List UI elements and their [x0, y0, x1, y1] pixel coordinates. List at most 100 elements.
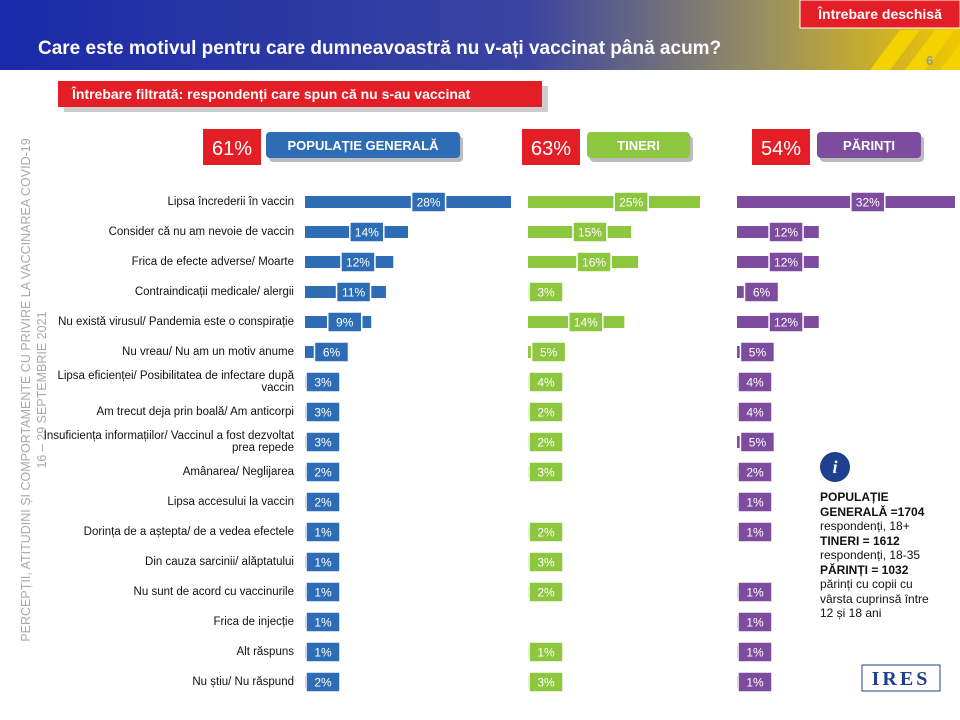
value-label-box	[737, 401, 773, 423]
value-label-box	[340, 251, 376, 273]
note-line: respondenți, 18+	[820, 519, 910, 533]
value-label: 3%	[537, 286, 555, 300]
value-label: 3%	[537, 556, 555, 570]
category-label: Nu vreau/ Nu am un motiv anume	[122, 346, 294, 358]
value-label-box	[737, 521, 773, 543]
sample-note: POPULAȚIE GENERALĂ =1704 respondenți, 18+ T…	[820, 490, 950, 621]
value-label-box	[305, 581, 341, 603]
value-label: 4%	[746, 376, 764, 390]
value-label: 25%	[619, 196, 643, 210]
category-label: Lipsa eficienței/ Posibilitatea de infec…	[57, 370, 294, 394]
note-line: respondenți, 18-35	[820, 548, 921, 562]
value-label-box	[305, 461, 341, 483]
value-label: 1%	[746, 496, 764, 510]
value-label: 28%	[417, 196, 441, 210]
value-label-box	[528, 371, 564, 393]
value-label: 32%	[856, 196, 880, 210]
value-label-box	[737, 641, 773, 663]
value-label-box	[326, 311, 363, 333]
value-label: 1%	[746, 646, 764, 660]
value-label-box	[305, 521, 341, 543]
value-label-box	[737, 611, 773, 633]
tag: Întrebare deschisă	[817, 5, 942, 22]
value-label-box	[743, 281, 780, 303]
value-label: 2%	[537, 436, 555, 450]
value-label: 2%	[537, 406, 555, 420]
value-label: 1%	[746, 526, 764, 540]
value-label: 2%	[314, 466, 332, 480]
value-label-box	[528, 461, 564, 483]
value-label: 2%	[314, 676, 332, 690]
note-line: TINERI = 1612	[820, 533, 900, 548]
series-pill	[266, 132, 460, 158]
value-label-box	[737, 371, 773, 393]
value-label-box	[305, 641, 341, 663]
bar	[305, 196, 511, 208]
value-label-box	[613, 191, 649, 213]
value-label-box	[528, 641, 564, 663]
value-label: 5%	[540, 346, 558, 360]
value-label-box	[572, 221, 608, 243]
deco	[940, 44, 960, 70]
value-label-box	[530, 341, 567, 363]
legend-label: TINERI	[617, 138, 660, 153]
badge-box	[752, 129, 810, 165]
value-label: 2%	[537, 586, 555, 600]
value-label-box	[737, 491, 773, 513]
value-label-box	[528, 431, 564, 453]
value-label-box	[739, 431, 776, 453]
value-label: 12%	[774, 226, 798, 240]
value-label-box	[305, 551, 341, 573]
value-label-box	[305, 671, 341, 693]
value-label-box	[568, 311, 604, 333]
value-label-box	[305, 371, 341, 393]
value-label-box	[737, 581, 773, 603]
value-label-box	[739, 341, 776, 363]
value-label-box	[313, 341, 350, 363]
value-label-box	[528, 401, 564, 423]
value-label-box	[335, 281, 372, 303]
value-label: 12%	[774, 256, 798, 270]
info-letter: i	[832, 457, 837, 477]
title: Care este motivul pentru care dumneavoas…	[38, 38, 721, 59]
value-label-box	[528, 671, 564, 693]
category-label: Consider că nu am nevoie de vaccin	[108, 226, 294, 238]
value-label: 6%	[323, 346, 341, 360]
category-label: Lipsa încrederii în vaccin	[167, 196, 294, 208]
value-label: 5%	[749, 346, 767, 360]
value-label-box	[349, 221, 385, 243]
value-label: 14%	[355, 226, 379, 240]
value-label: 2%	[537, 526, 555, 540]
value-label: 1%	[746, 676, 764, 690]
value-label: 2%	[746, 466, 764, 480]
category-label: Din cauza sarcinii/ alăptatului	[145, 556, 294, 568]
badge: 63%	[531, 138, 571, 160]
page-number: 6	[926, 53, 933, 68]
value-label-box	[768, 311, 804, 333]
category-label: Nu știu/ Nu răspund	[192, 676, 294, 688]
value-label: 3%	[314, 376, 332, 390]
value-label: 5%	[749, 436, 767, 450]
value-label-box	[737, 461, 773, 483]
value-label: 11%	[342, 286, 365, 300]
value-label: 1%	[314, 646, 332, 660]
value-label: 1%	[314, 616, 332, 630]
value-label: 1%	[746, 616, 764, 630]
category-label: Insuficiența informațiilor/ Vaccinul a f…	[43, 430, 294, 454]
deco	[905, 30, 955, 70]
value-label-box	[305, 401, 341, 423]
badge: 61%	[212, 138, 252, 160]
value-label: 9%	[336, 316, 354, 330]
value-label-box	[305, 431, 341, 453]
value-label: 3%	[314, 436, 332, 450]
value-label: 1%	[314, 526, 332, 540]
value-label: 4%	[746, 406, 764, 420]
value-label: 1%	[537, 646, 555, 660]
category-label: Alt răspuns	[236, 646, 294, 658]
value-label: 4%	[537, 376, 555, 390]
category-label: Frica de injecție	[213, 616, 294, 628]
value-label-box	[737, 671, 773, 693]
category-label: Dorința de a aștepta/ de a vedea efectel…	[83, 526, 294, 538]
logo-box	[861, 664, 941, 692]
